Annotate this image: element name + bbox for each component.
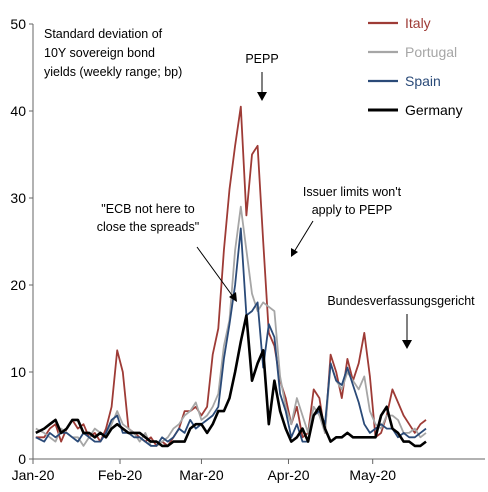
legend: Italy Portugal Spain Germany — [368, 15, 463, 118]
y-tick-label: 0 — [18, 451, 26, 467]
annotations: PEPP "ECB not here to close the spreads" … — [97, 52, 475, 349]
series-line-spain — [35, 227, 427, 447]
arrowhead-ecb-quote — [229, 292, 237, 302]
legend-label-portugal: Portugal — [405, 44, 457, 60]
chart-title: Standard deviation of 10Y sovereign bond y… — [44, 27, 182, 79]
arrow-issuer-limits — [293, 220, 314, 253]
y-tick-label: 20 — [10, 277, 26, 293]
annotation-ecb-quote: "ECB not here to close the spreads" — [97, 202, 199, 234]
x-tick-label: May-20 — [349, 467, 396, 483]
arrowhead-bundesverfassungsgericht — [402, 340, 412, 349]
legend-label-spain: Spain — [405, 73, 441, 89]
annotation-issuer-limits: Issuer limits won't apply to PEPP — [303, 185, 402, 217]
x-tick-label: Mar-20 — [179, 467, 224, 483]
y-ticks: 0 10 20 30 40 50 — [10, 16, 33, 467]
series-lines — [35, 105, 427, 448]
y-tick-label: 10 — [10, 364, 26, 380]
x-tick-label: Apr-20 — [267, 467, 309, 483]
series-line-germany — [35, 314, 427, 448]
arrowhead-issuer-limits — [291, 248, 298, 257]
arrow-ecb-quote — [196, 246, 235, 299]
legend-label-germany: Germany — [405, 102, 463, 118]
y-tick-label: 30 — [10, 190, 26, 206]
annotation-bundesverfassungsgericht: Bundesverfassungsgericht — [327, 294, 475, 308]
axes — [32, 24, 485, 460]
x-tick-label: Jan-20 — [12, 467, 55, 483]
legend-label-italy: Italy — [405, 15, 431, 31]
series-line-portugal — [35, 205, 427, 447]
arrowhead-pepp — [257, 92, 267, 101]
annotation-pepp: PEPP — [245, 52, 278, 66]
y-tick-label: 50 — [10, 16, 26, 32]
y-tick-label: 40 — [10, 103, 26, 119]
x-tick-label: Feb-20 — [98, 467, 143, 483]
x-ticks: Jan-20 Feb-20 Mar-20 Apr-20 May-20 — [12, 459, 396, 483]
